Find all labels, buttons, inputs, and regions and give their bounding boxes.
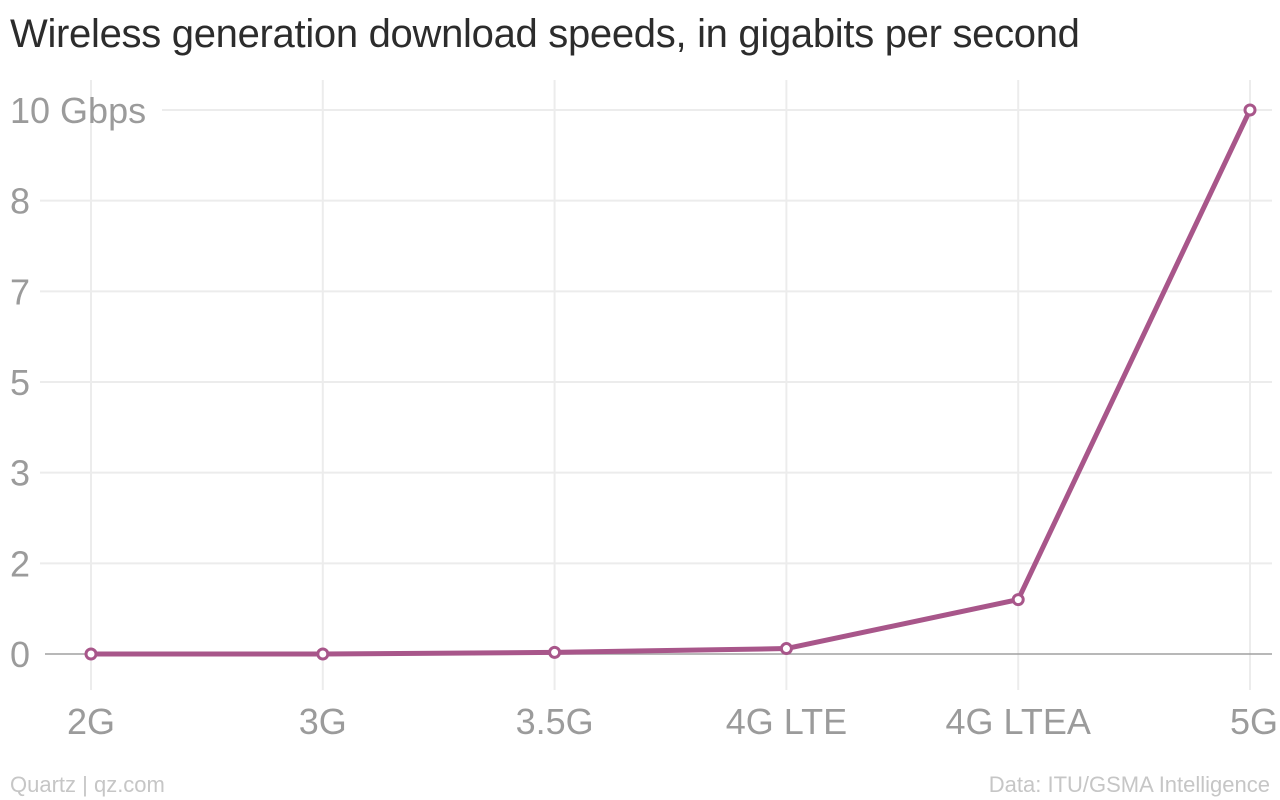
y-tick-label: 0 — [10, 634, 30, 675]
data-point — [779, 642, 793, 656]
x-tick-label: 3.5G — [516, 701, 594, 742]
y-tick-label: 3 — [10, 453, 30, 494]
x-axis-ticks: 2G 3G 3.5G 4G LTE 4G LTEA 5G — [67, 701, 1278, 742]
vertical-gridlines — [90, 80, 1251, 690]
data-point — [1011, 593, 1025, 607]
y-tick-label: 2 — [10, 543, 30, 584]
x-tick-label: 4G LTEA — [946, 701, 1091, 742]
data-point — [1243, 103, 1257, 117]
x-tick-label: 2G — [67, 701, 115, 742]
y-tick-label: 7 — [10, 271, 30, 312]
x-tick-label: 5G — [1230, 701, 1278, 742]
footer-credit: Quartz | qz.com — [10, 772, 165, 797]
x-tick-label: 4G LTE — [726, 701, 847, 742]
footer-source: Data: ITU/GSMA Intelligence — [988, 772, 1270, 797]
horizontal-gridlines — [40, 109, 1272, 565]
series-line — [88, 107, 1253, 657]
data-point — [548, 645, 562, 659]
y-tick-label: 8 — [10, 181, 30, 222]
y-tick-label: 10 Gbps — [10, 90, 146, 131]
data-point — [316, 647, 330, 661]
data-point — [84, 647, 98, 661]
x-tick-label: 3G — [299, 701, 347, 742]
chart-title: Wireless generation download speeds, in … — [10, 12, 1080, 56]
y-axis-ticks: 0 2 3 5 7 8 10 Gbps — [10, 90, 146, 675]
series-layer — [84, 103, 1257, 661]
y-tick-label: 5 — [10, 362, 30, 403]
